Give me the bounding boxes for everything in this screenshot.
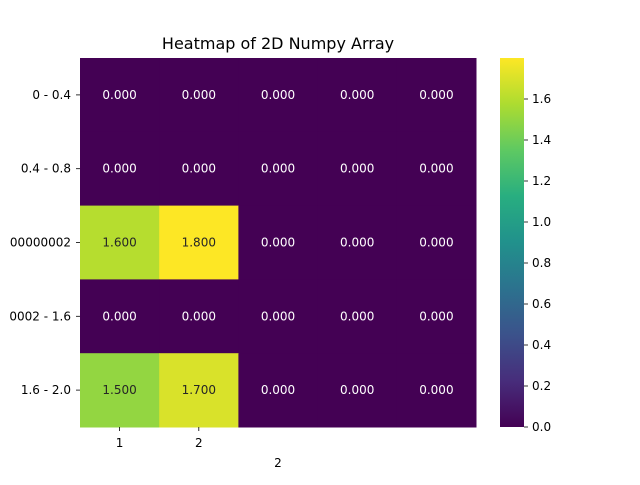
y-tick-label: 0002 - 1.6 <box>9 309 71 323</box>
colorbar <box>500 58 524 427</box>
heatmap-cell-r0-c0 <box>80 58 160 133</box>
heatmap-cell-r3-c2 <box>238 279 319 354</box>
heatmap-cell-labels: 0.000 0.000 0.000 0.000 0.000 0.000 0.000 0.000… <box>102 88 453 397</box>
cell-label-r3-c4: 0.000 <box>419 309 453 323</box>
cell-label-r2-c4: 0.000 <box>419 236 453 250</box>
heatmap-cell-r4-c3 <box>317 353 398 428</box>
cell-label-r3-c2: 0.000 <box>261 309 295 323</box>
cell-label-r2-c3: 0.000 <box>340 236 374 250</box>
heatmap-cell-r0-c4 <box>396 58 477 133</box>
y-tick-label: 00000002 <box>10 236 71 250</box>
colorbar-tick-label: 0.8 <box>532 256 551 270</box>
colorbar-tick-label: 1.6 <box>532 92 551 106</box>
cell-label-r3-c1: 0.000 <box>182 309 216 323</box>
cell-label-r4-c4: 0.000 <box>419 383 453 397</box>
y-tick-label: 1.6 - 2.0 <box>21 383 71 397</box>
heatmap-cell-r1-c2 <box>238 131 319 207</box>
heatmap-cell-r0-c2 <box>238 58 319 133</box>
heatmap-cell-r4-c0 <box>80 353 160 428</box>
colorbar-tick-label: 0.2 <box>532 379 551 393</box>
heatmap-cell-r1-c3 <box>317 131 398 207</box>
heatmap-cell-r4-c1 <box>159 353 239 428</box>
cell-label-r0-c1: 0.000 <box>182 88 216 102</box>
colorbar-tick-label: 1.4 <box>532 133 551 147</box>
heatmap-cell-r0-c1 <box>159 58 239 133</box>
cell-label-r1-c2: 0.000 <box>261 162 295 176</box>
cell-label-r2-c0: 1.600 <box>102 236 136 250</box>
colorbar-tick-label: 1.0 <box>532 215 551 229</box>
heatmap-cell-r2-c4 <box>396 205 477 280</box>
cell-label-r4-c0: 1.500 <box>102 383 136 397</box>
cell-label-r2-c2: 0.000 <box>261 236 295 250</box>
heatmap-cell-r2-c2 <box>238 205 319 280</box>
colorbar-ticks: 0.0 0.2 0.4 0.6 0.8 1.0 1.2 1.4 1.6 <box>524 92 551 434</box>
cell-label-r0-c2: 0.000 <box>261 88 295 102</box>
cell-label-r1-c0: 0.000 <box>102 162 136 176</box>
cell-label-r3-c3: 0.000 <box>340 309 374 323</box>
chart-title: Heatmap of 2D Numpy Array <box>162 34 394 53</box>
cell-label-r1-c1: 0.000 <box>182 162 216 176</box>
heatmap-cell-r0-c3 <box>317 58 398 133</box>
heatmap-cell-r1-c0 <box>80 131 160 207</box>
heatmap-cell-r3-c4 <box>396 279 477 354</box>
heatmap-cell-r2-c3 <box>317 205 398 280</box>
heatmap-cell-r2-c0 <box>80 205 160 280</box>
colorbar-tick-label: 1.2 <box>532 174 551 188</box>
colorbar-tick-label: 0.4 <box>532 338 551 352</box>
y-tick-label: 0.4 - 0.8 <box>21 162 71 176</box>
heatmap-cell-r2-c1 <box>159 205 239 280</box>
cell-label-r4-c2: 0.000 <box>261 383 295 397</box>
colorbar-tick-label: 0.6 <box>532 297 551 311</box>
heatmap-cell-r3-c3 <box>317 279 398 354</box>
cell-label-r3-c0: 0.000 <box>102 309 136 323</box>
heatmap-cell-r3-c1 <box>159 279 239 354</box>
heatmap-cell-r3-c0 <box>80 279 160 354</box>
heatmap-cell-r1-c4 <box>396 131 477 207</box>
heatmap-cells <box>80 58 477 428</box>
cell-label-r4-c1: 1.700 <box>182 383 216 397</box>
heatmap-cell-r4-c2 <box>238 353 319 428</box>
x-tick-label: 1 <box>116 436 124 450</box>
cell-label-r0-c3: 0.000 <box>340 88 374 102</box>
cell-label-r4-c3: 0.000 <box>340 383 374 397</box>
cell-label-r1-c4: 0.000 <box>419 162 453 176</box>
cell-label-r0-c4: 0.000 <box>419 88 453 102</box>
heatmap-cell-r4-c4 <box>396 353 477 428</box>
colorbar-tick-label: 0.0 <box>532 420 551 434</box>
x-axis-label: 2 <box>274 456 282 470</box>
heatmap-cell-r1-c1 <box>159 131 239 207</box>
y-axis-ticks: 0 - 0.4 0.4 - 0.8 00000002 0002 - 1.6 1.6 - … <box>9 88 80 397</box>
x-tick-label: 2 <box>195 436 203 450</box>
cell-label-r2-c1: 1.800 <box>182 236 216 250</box>
y-tick-label: 0 - 0.4 <box>32 88 71 102</box>
cell-label-r1-c3: 0.000 <box>340 162 374 176</box>
cell-label-r0-c0: 0.000 <box>102 88 136 102</box>
